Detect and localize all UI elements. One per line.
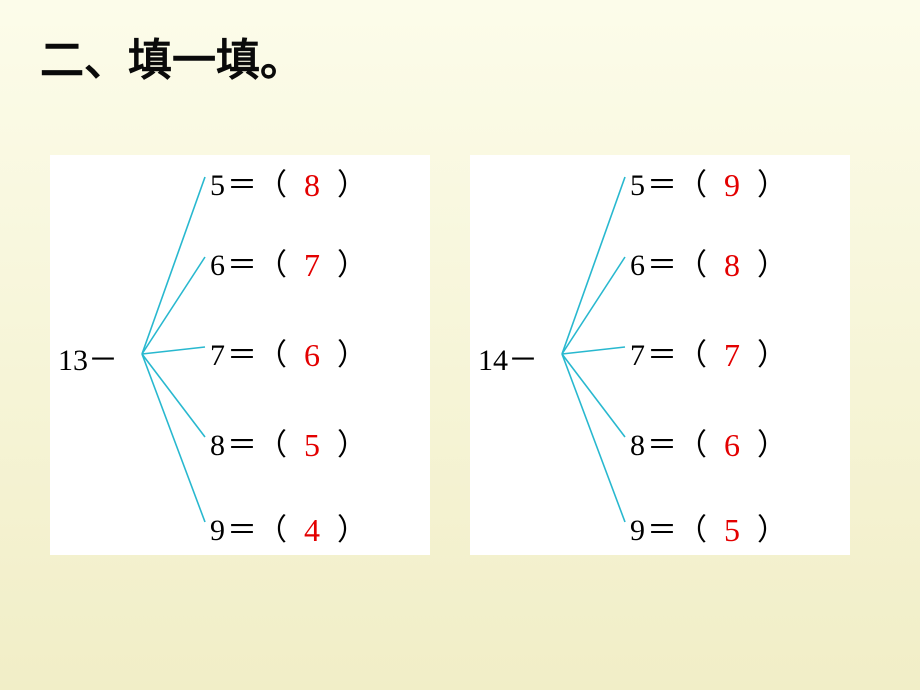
subtrahend: 8 [205, 429, 225, 463]
close-paren: ） [337, 420, 367, 464]
eq-row: 7＝（6） [205, 330, 425, 374]
eq-row: 9＝（4） [205, 505, 425, 549]
answer: 7 [287, 247, 337, 284]
close-paren: ） [337, 160, 367, 204]
equals-open-paren: ＝（ [647, 330, 707, 374]
eq-row: 8＝（5） [205, 420, 425, 464]
answer: 5 [287, 427, 337, 464]
page-title: 二、填一填。 [40, 24, 304, 88]
answer: 5 [707, 512, 757, 549]
eq-row: 6＝（8） [625, 240, 845, 284]
equals-open-paren: ＝（ [647, 505, 707, 549]
answer: 9 [707, 167, 757, 204]
fan-chart-13: 13－ 5＝（8） 6＝（7） 7＝（6） 8＝（5） 9＝（4） [50, 155, 430, 555]
equals-open-paren: ＝（ [647, 240, 707, 284]
answer: 8 [287, 167, 337, 204]
subtrahend: 7 [625, 339, 645, 373]
answer: 6 [707, 427, 757, 464]
answer: 8 [707, 247, 757, 284]
close-paren: ） [757, 505, 787, 549]
equals-open-paren: ＝（ [647, 420, 707, 464]
answer: 6 [287, 337, 337, 374]
equals-open-paren: ＝（ [227, 240, 287, 284]
close-paren: ） [337, 505, 367, 549]
equals-open-paren: ＝（ [647, 160, 707, 204]
eq-row: 8＝（6） [625, 420, 845, 464]
eq-row: 5＝（8） [205, 160, 425, 204]
close-paren: ） [757, 330, 787, 374]
base-number-14: 14－ [478, 335, 538, 379]
base-number-13: 13－ [58, 335, 118, 379]
answer: 7 [707, 337, 757, 374]
fan-chart-14: 14－ 5＝（9） 6＝（8） 7＝（7） 8＝（6） 9＝（5） [470, 155, 850, 555]
subtrahend: 7 [205, 339, 225, 373]
subtrahend: 9 [205, 514, 225, 548]
answer: 4 [287, 512, 337, 549]
equals-open-paren: ＝（ [227, 160, 287, 204]
subtrahend: 5 [625, 169, 645, 203]
close-paren: ） [757, 160, 787, 204]
eq-row: 5＝（9） [625, 160, 845, 204]
equals-open-paren: ＝（ [227, 420, 287, 464]
subtrahend: 9 [625, 514, 645, 548]
subtrahend: 5 [205, 169, 225, 203]
subtrahend: 6 [625, 249, 645, 283]
close-paren: ） [337, 240, 367, 284]
subtrahend: 8 [625, 429, 645, 463]
equals-open-paren: ＝（ [227, 330, 287, 374]
equals-open-paren: ＝（ [227, 505, 287, 549]
subtrahend: 6 [205, 249, 225, 283]
close-paren: ） [337, 330, 367, 374]
close-paren: ） [757, 240, 787, 284]
close-paren: ） [757, 420, 787, 464]
eq-row: 7＝（7） [625, 330, 845, 374]
eq-row: 6＝（7） [205, 240, 425, 284]
eq-row: 9＝（5） [625, 505, 845, 549]
